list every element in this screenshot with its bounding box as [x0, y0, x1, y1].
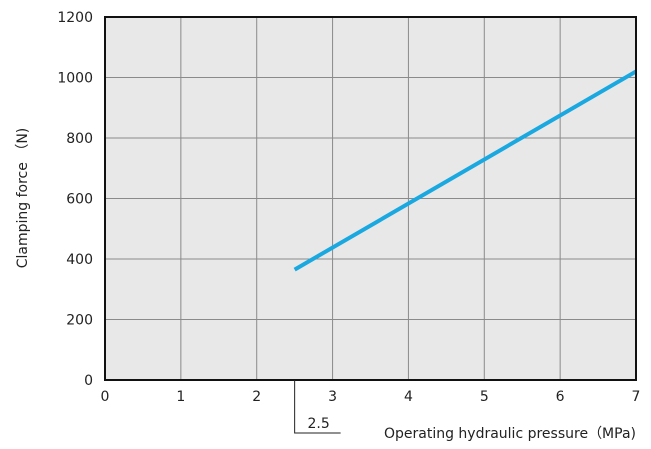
threshold-annotation: 2.5 [294, 380, 341, 434]
x-tick-label: 0 [101, 389, 110, 405]
x-tick-label: 6 [556, 389, 565, 405]
plot-frame [104, 16, 637, 381]
x-tick-label: 3 [328, 389, 337, 405]
annotation-label: 2.5 [308, 416, 330, 432]
y-tick-label: 1000 [57, 71, 93, 87]
grid-lines [105, 17, 636, 380]
series-group [293, 69, 638, 272]
y-tick-label: 1200 [57, 10, 93, 26]
x-tick-label: 2 [252, 389, 261, 405]
y-tick-label: 800 [66, 131, 93, 147]
x-tick-label: 7 [632, 389, 641, 405]
x-tick-label: 4 [404, 389, 413, 405]
annotation-leader [294, 380, 341, 434]
y-tick-label: 600 [66, 192, 93, 208]
y-tick-label: 400 [66, 252, 93, 268]
x-tick-label: 5 [480, 389, 489, 405]
x-tick-label: 1 [176, 389, 185, 405]
y-tick-labels: 0 200 400 600 800 1000 1200 [57, 10, 93, 389]
y-tick-label: 200 [66, 313, 93, 329]
y-axis-label: Clamping force （N) [15, 128, 31, 269]
x-tick-labels: 0 1 2 3 4 5 6 7 [101, 389, 641, 405]
y-tick-label: 0 [84, 373, 93, 389]
series-line [293, 69, 638, 272]
x-axis-label: Operating hydraulic pressure（MPa) [384, 426, 636, 442]
